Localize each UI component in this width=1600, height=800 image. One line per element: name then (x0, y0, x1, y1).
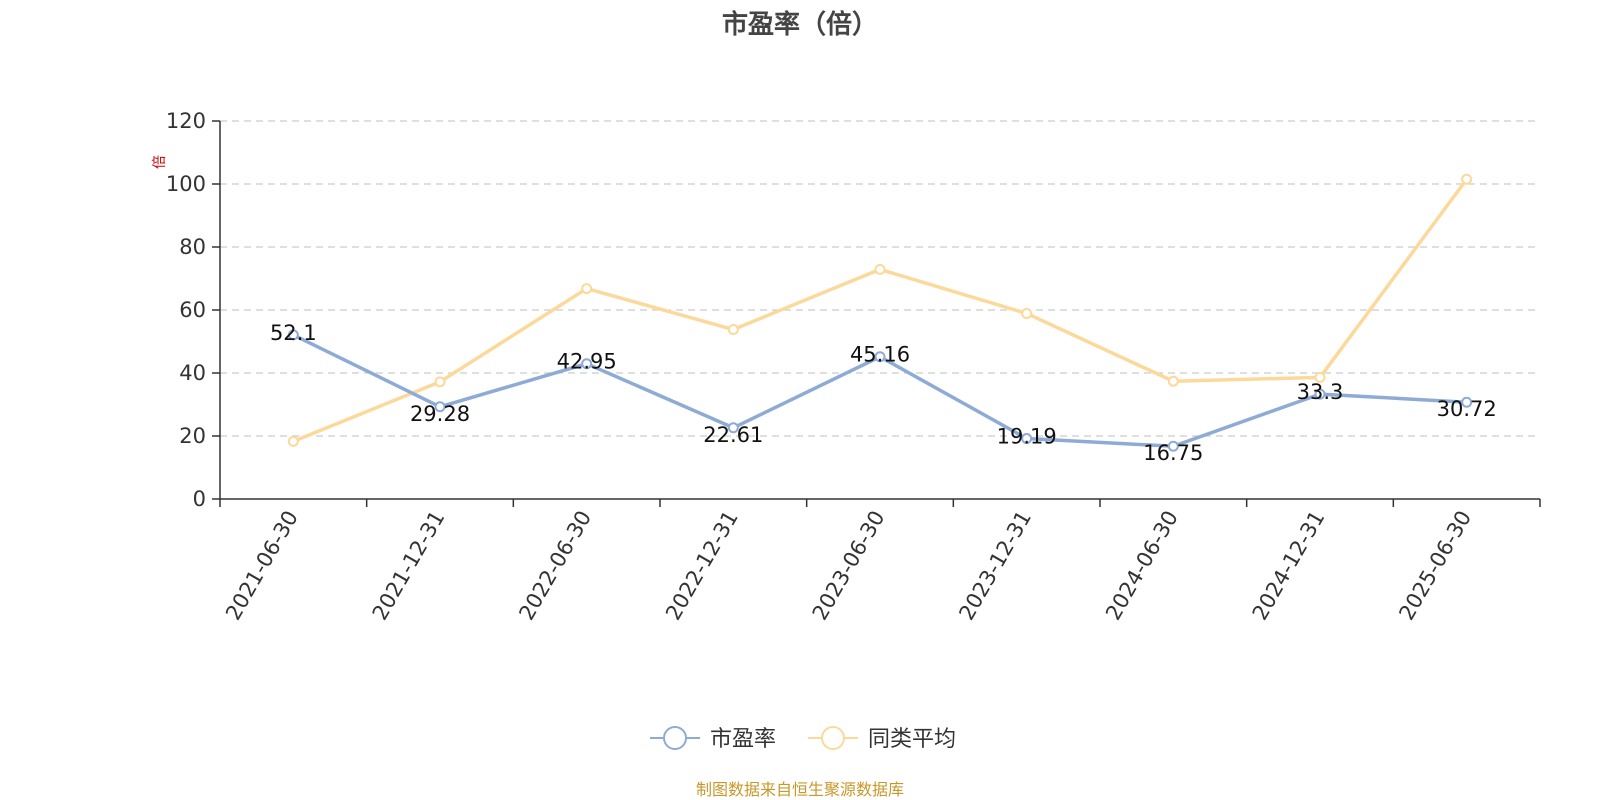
data-point-s0-1[interactable] (434, 401, 446, 413)
data-point-s0-2[interactable] (581, 358, 593, 370)
data-point-s1-3[interactable] (727, 324, 739, 336)
y-tick-label: 40 (179, 361, 206, 385)
y-tick-label: 0 (193, 487, 206, 511)
legend-label: 同类平均 (868, 727, 956, 752)
data-label-4: 45.16 (850, 343, 910, 367)
legend-label: 市盈率 (710, 727, 776, 752)
data-label-7: 33.3 (1297, 380, 1344, 404)
x-tick-label: 2024-12-31 (1248, 507, 1330, 625)
data-label-5: 19.19 (997, 425, 1057, 449)
data-point-s0-6[interactable] (1167, 440, 1179, 452)
data-label-8: 30.72 (1437, 397, 1497, 421)
data-label-2: 42.95 (557, 350, 617, 374)
data-label-0: 52.1 (270, 321, 317, 345)
data-point-s1-8[interactable] (1461, 173, 1473, 185)
data-point-s0-5[interactable] (1021, 433, 1033, 445)
data-label-3: 22.61 (703, 423, 763, 447)
data-point-s1-5[interactable] (1021, 307, 1033, 319)
data-point-s1-4[interactable] (874, 263, 886, 275)
legend-item-0[interactable]: 市盈率 (650, 726, 776, 752)
y-axis-unit-label: 倍 (152, 155, 168, 169)
data-labels: 52.1 29.28 42.95 22.61 45.16 19.19 16.75 33.3 30… (270, 321, 1497, 465)
x-tick-label: 2021-12-31 (368, 507, 450, 625)
data-label-6: 16.75 (1143, 441, 1203, 465)
y-tick-label: 100 (166, 172, 206, 196)
data-label-1: 29.28 (410, 402, 470, 426)
legend[interactable]: 市盈率 同类平均 (650, 726, 956, 752)
x-tick-label: 2022-06-30 (514, 507, 596, 625)
y-tick-label: 60 (179, 298, 206, 322)
data-point-s0-7[interactable] (1314, 388, 1326, 400)
data-point-s0-3[interactable] (727, 422, 739, 434)
x-tick-label: 2021-06-30 (221, 507, 303, 625)
data-point-s0-8[interactable] (1461, 396, 1473, 408)
y-tick-label: 20 (179, 424, 206, 448)
data-point-s1-0[interactable] (287, 435, 299, 447)
legend-swatch-marker (821, 726, 845, 750)
grid-lines (220, 120, 1540, 437)
y-tick-label: 120 (166, 109, 206, 133)
x-tick-label: 2022-12-31 (661, 507, 743, 625)
x-tick-label: 2023-06-30 (808, 507, 890, 625)
data-point-s1-7[interactable] (1314, 371, 1326, 383)
data-point-s0-0[interactable] (287, 329, 299, 341)
chart-title: 市盈率（倍） (722, 9, 878, 40)
y-tick-label: 80 (179, 235, 206, 259)
data-point-s1-6[interactable] (1167, 375, 1179, 387)
x-tick-label: 2025-06-30 (1394, 507, 1476, 625)
x-tick-label: 2023-12-31 (954, 507, 1036, 625)
series-lines (287, 173, 1473, 452)
legend-item-1[interactable]: 同类平均 (808, 726, 956, 752)
data-point-s0-4[interactable] (874, 351, 886, 363)
data-point-s1-1[interactable] (434, 376, 446, 388)
data-point-s1-2[interactable] (581, 283, 593, 295)
x-tick-label: 2024-06-30 (1101, 507, 1183, 625)
data-source-note: 制图数据来自恒生聚源数据库 (696, 780, 904, 799)
legend-swatch-marker (663, 726, 687, 750)
